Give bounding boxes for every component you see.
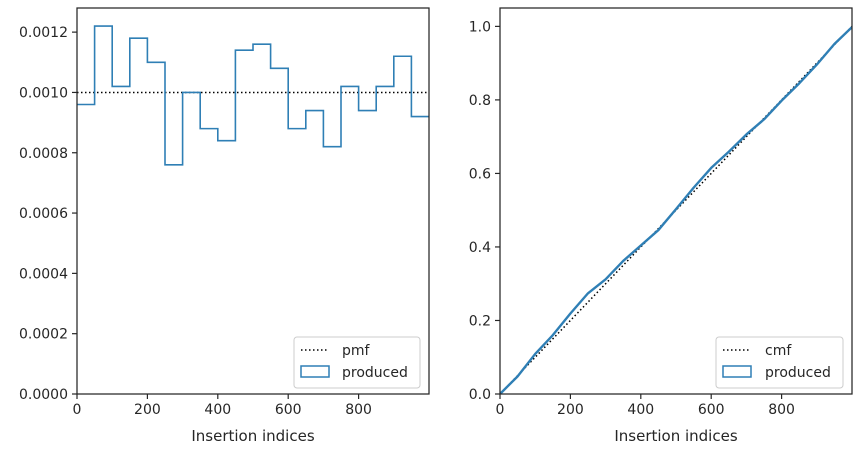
pmf-x-tick-label: 800 xyxy=(345,402,372,418)
cmf-y-tick-label: 0.6 xyxy=(469,166,491,182)
pmf-x-tick-label: 400 xyxy=(204,402,231,418)
cmf-x-tick-label: 400 xyxy=(627,402,654,418)
pmf-data-layer xyxy=(77,25,429,166)
cmf-y-ticks: 0.0 0.2 0.4 0.6 0.8 1.0 xyxy=(469,19,500,403)
pmf-y-tick-label: 0.0004 xyxy=(19,266,68,282)
cmf-axes-frame xyxy=(499,7,853,395)
cmf-x-tick-label: 600 xyxy=(698,402,725,418)
cmf-y-tick-label: 1.0 xyxy=(469,19,491,35)
pmf-y-ticks: 0.0000 0.0002 0.0004 0.0006 0.0008 0.0010 0.00… xyxy=(19,25,77,403)
cmf-x-tick-label: 200 xyxy=(557,402,584,418)
cmf-x-tick-label: 800 xyxy=(768,402,795,418)
pmf-x-tick-label: 200 xyxy=(134,402,161,418)
pmf-legend-produced-label: produced xyxy=(342,365,408,381)
pmf-legend-produced-swatch xyxy=(300,365,330,378)
pmf-legend: pmf produced xyxy=(293,336,421,389)
cmf-x-tick-label: 0 xyxy=(496,402,505,418)
pmf-produced-step-line xyxy=(77,25,429,166)
pmf-legend-pmf-label: pmf xyxy=(342,343,371,359)
pmf-plot-area xyxy=(77,8,429,394)
pmf-y-tick-label: 0.0006 xyxy=(19,206,68,222)
pmf-y-tick-label: 0.0010 xyxy=(19,85,68,101)
cmf-legend-produced-label: produced xyxy=(765,365,831,381)
pmf-y-tick-label: 0.0008 xyxy=(19,146,68,162)
pmf-x-tick-label: 600 xyxy=(275,402,302,418)
cmf-legend-produced-swatch xyxy=(722,365,752,378)
pmf-panel: 0 200 400 600 800 0.00000.00020.00040.00060.… xyxy=(19,7,430,445)
pmf-y-tick-label: 0.0002 xyxy=(19,327,68,343)
pmf-x-tick-label: 0 xyxy=(73,402,82,418)
cmf-produced-line xyxy=(500,26,852,394)
cmf-x-ticks: 0 200 400 600 800 xyxy=(496,394,795,418)
cmf-legend-cmf-label: cmf xyxy=(765,343,792,359)
pmf-x-ticks: 0 200 400 600 800 xyxy=(73,394,372,418)
cmf-y-tick-label: 0.2 xyxy=(469,313,491,329)
cmf-panel: 0 200 400 600 800 0.0 0.2 0.4 0.6 0.8 1.0 Inserti… xyxy=(469,7,853,445)
cmf-data-layer xyxy=(500,25,852,394)
pmf-axes-frame xyxy=(76,7,430,395)
pmf-y-tick-label: 0.0012 xyxy=(19,25,68,41)
cmf-x-axis-label: Insertion indices xyxy=(614,427,737,445)
cmf-legend: cmf produced xyxy=(715,336,844,389)
cmf-y-tick-label: 0.0 xyxy=(469,387,491,403)
pmf-x-axis-label: Insertion indices xyxy=(191,427,314,445)
cmf-y-tick-label: 0.8 xyxy=(469,93,491,109)
pmf-y-tick-label: 0.0000 xyxy=(19,387,68,403)
cmf-y-tick-label: 0.4 xyxy=(469,240,491,256)
